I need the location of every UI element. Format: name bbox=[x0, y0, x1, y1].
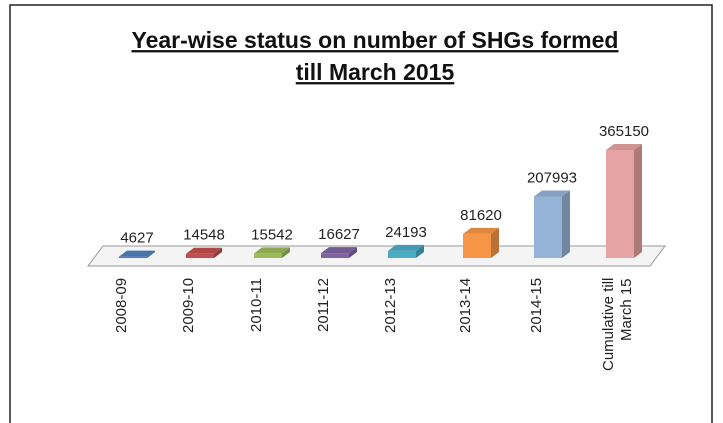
bar bbox=[534, 190, 570, 258]
bar bbox=[606, 144, 642, 258]
bar bbox=[186, 247, 222, 258]
bar-side bbox=[562, 190, 570, 258]
bar-front bbox=[534, 196, 562, 258]
bar-side bbox=[349, 247, 357, 258]
chart-title: Year-wise status on number of SHGs forme… bbox=[132, 27, 619, 53]
chart-subtitle: till March 2015 bbox=[296, 59, 455, 85]
bar bbox=[388, 244, 424, 258]
bar-front bbox=[254, 253, 282, 258]
x-tick-label: Cumulative till March 15 bbox=[600, 278, 635, 372]
value-label: 81620 bbox=[460, 207, 502, 224]
bar-top bbox=[186, 247, 222, 254]
bar-front bbox=[388, 250, 416, 258]
value-label: 16627 bbox=[318, 226, 360, 243]
bar-front bbox=[463, 233, 491, 258]
bar-front bbox=[606, 150, 634, 258]
x-tick-label: 2008-09 bbox=[113, 278, 130, 334]
value-label: 365150 bbox=[599, 123, 649, 140]
bar bbox=[119, 250, 155, 258]
x-tick-label: 2011-12 bbox=[315, 278, 332, 332]
bar-top bbox=[463, 227, 499, 234]
bar-top bbox=[388, 244, 424, 251]
bar bbox=[463, 227, 499, 258]
bar-side bbox=[147, 250, 155, 258]
bar-side bbox=[214, 247, 222, 258]
value-label: 15542 bbox=[251, 226, 293, 243]
x-tick-label: 2009-10 bbox=[180, 278, 197, 334]
bar bbox=[321, 247, 357, 258]
frame bbox=[9, 4, 713, 423]
value-label: 24193 bbox=[385, 224, 427, 241]
bar bbox=[254, 247, 290, 258]
bar-side bbox=[416, 244, 424, 258]
bar-side bbox=[634, 144, 642, 258]
bar-top bbox=[119, 250, 155, 257]
x-tick-label: 2014-15 bbox=[528, 278, 545, 334]
floor bbox=[87, 245, 666, 267]
x-tick-label: 2012-13 bbox=[382, 278, 399, 334]
value-label: 4627 bbox=[120, 230, 153, 247]
bar-front bbox=[321, 253, 349, 258]
bar-side bbox=[491, 227, 499, 258]
bar-top bbox=[321, 247, 357, 254]
bar-side bbox=[282, 247, 290, 258]
bar-top bbox=[606, 144, 642, 150]
bar-top bbox=[534, 190, 570, 197]
x-tick-label: 2010-11 bbox=[248, 278, 265, 332]
x-tick-label: 2013-14 bbox=[457, 278, 474, 334]
bar-front bbox=[186, 253, 214, 258]
bar-top bbox=[254, 247, 290, 254]
value-label: 207993 bbox=[527, 169, 577, 186]
bar-front bbox=[119, 256, 147, 258]
value-label: 14548 bbox=[183, 227, 225, 244]
